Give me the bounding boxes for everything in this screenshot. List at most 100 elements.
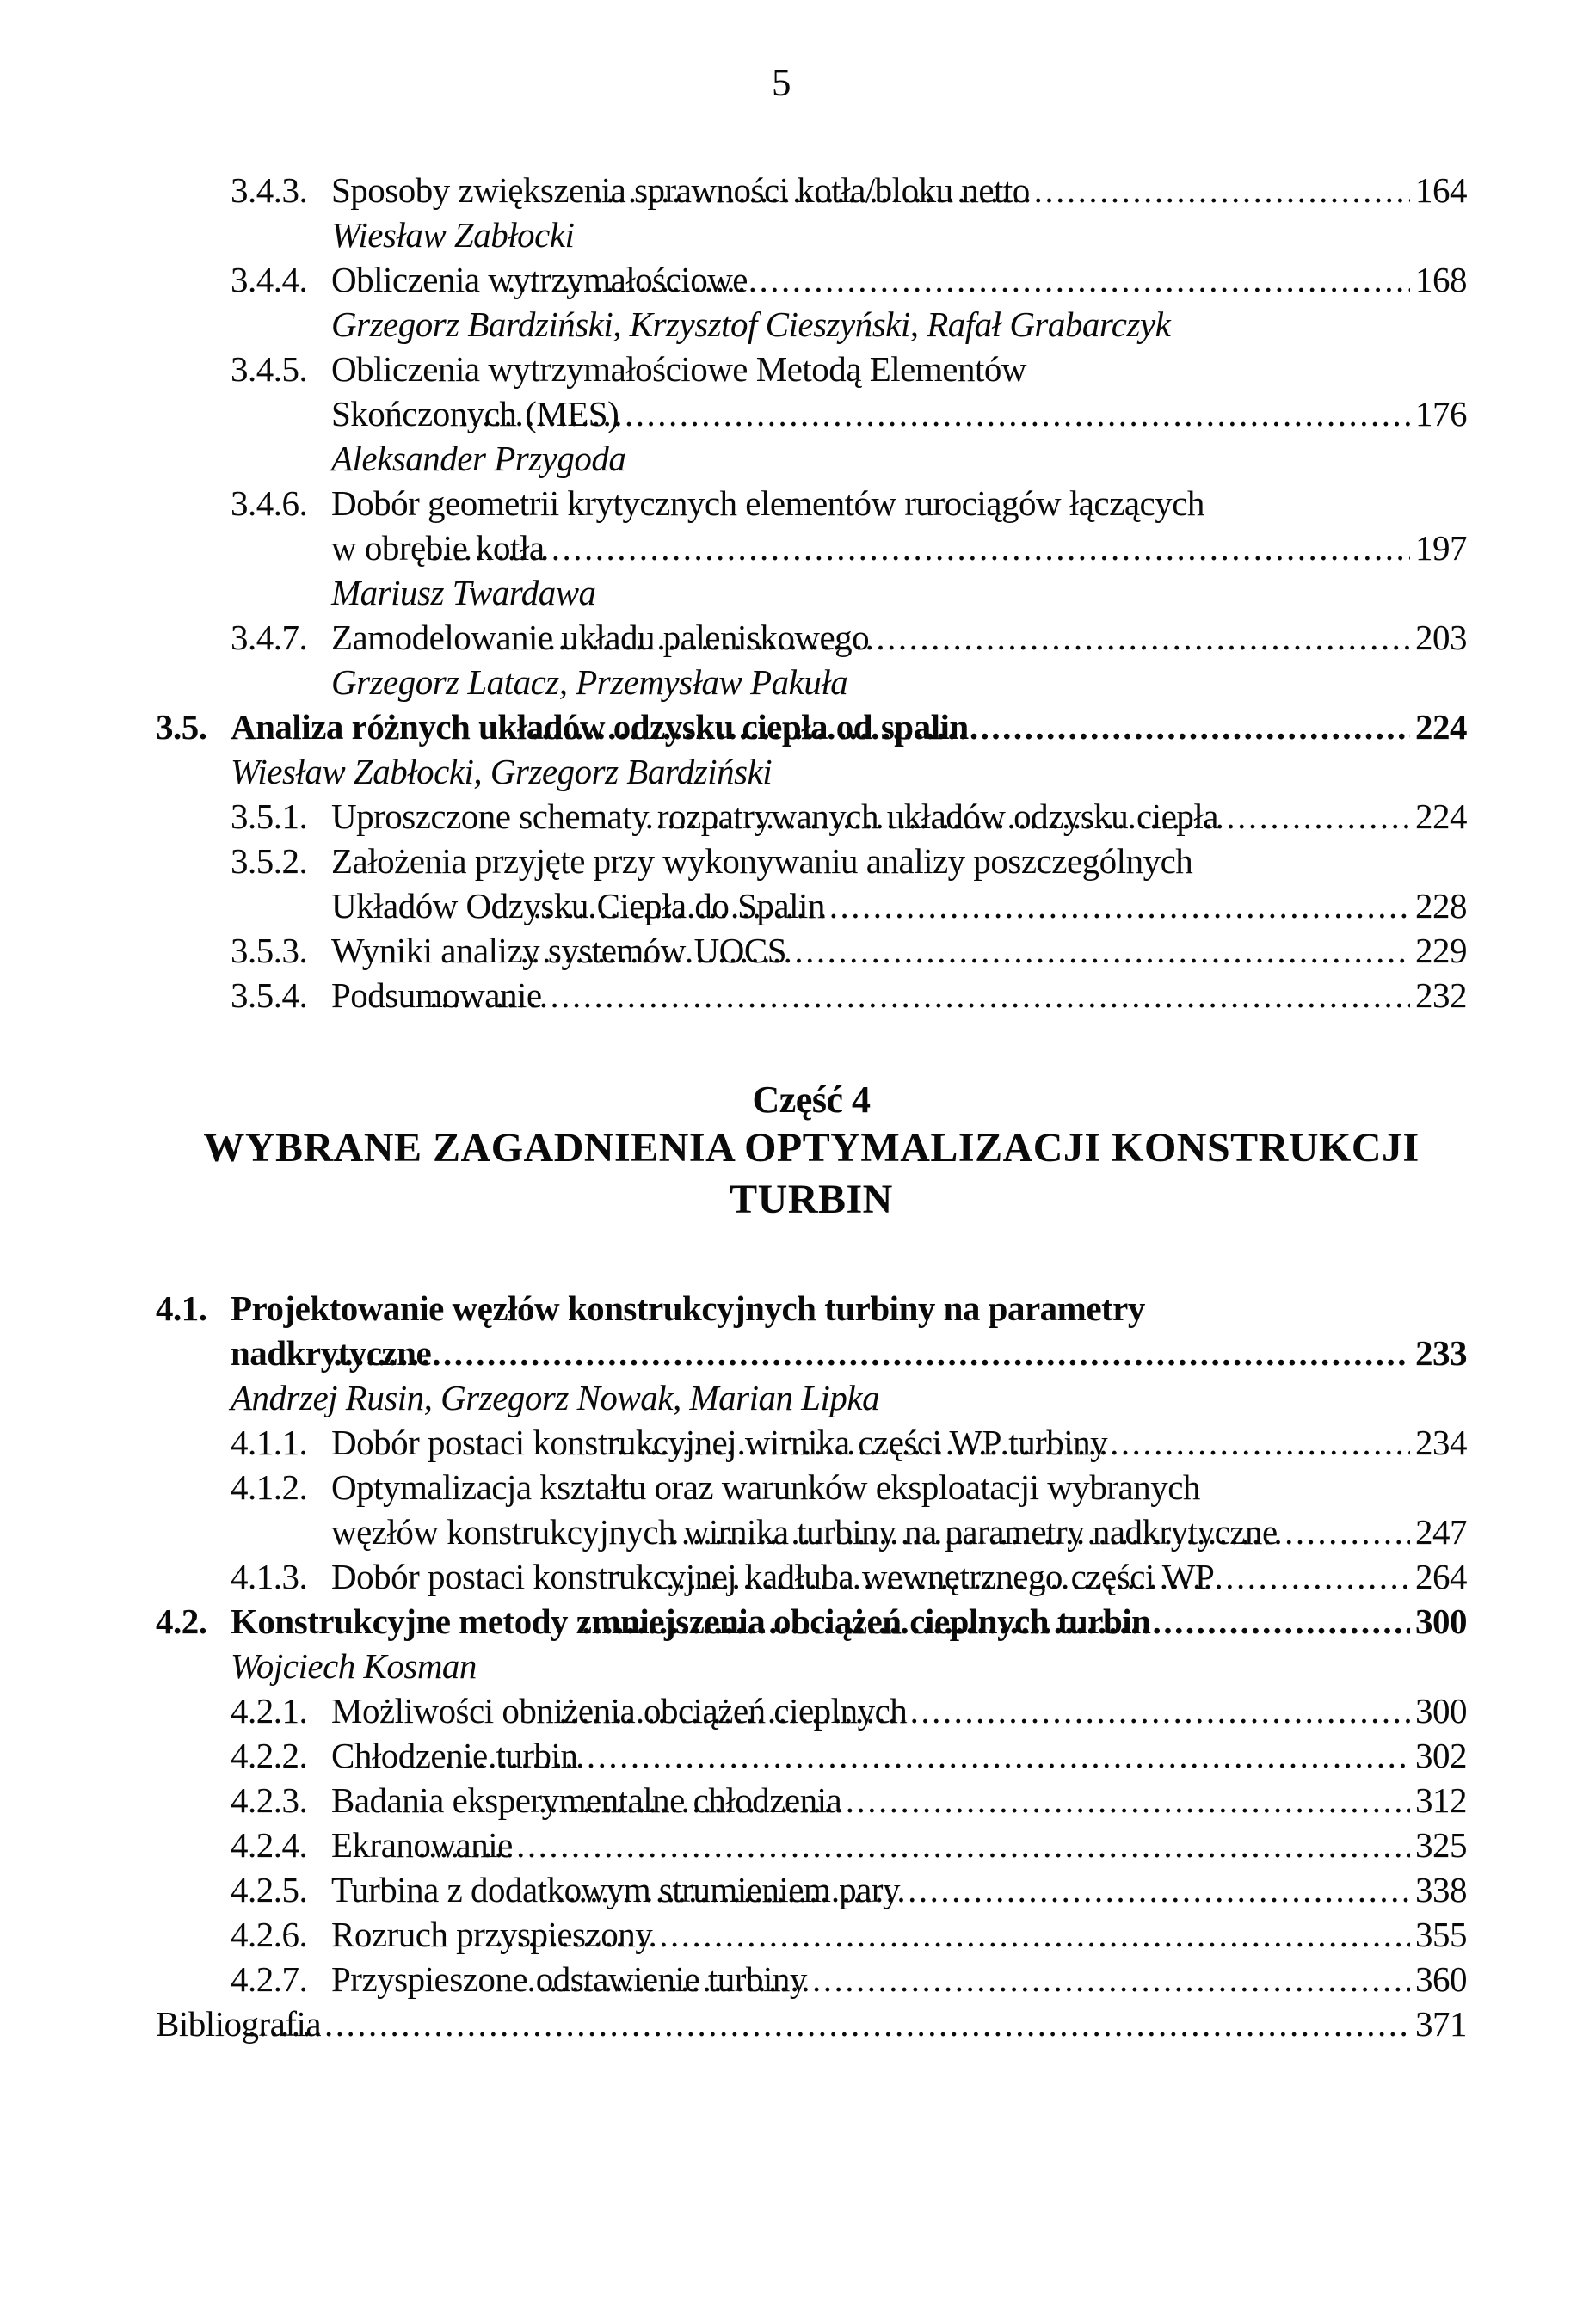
entry-title: Badania eksperymentalne chłodzenia [331,1780,842,1820]
author-line: Aleksander Przygoda [331,439,626,478]
toc-row-cont: węzłów konstrukcyjnych wirnika turbiny n… [156,1509,1468,1554]
entry-page: 264 [1415,1557,1468,1596]
entry-title: Uproszczone schematy rozpatrywanych ukła… [331,796,1218,836]
toc-row-author: Wiesław Zabłocki, Grzegorz Bardziński [156,749,1467,794]
entry-number: 4.2.7. [231,1959,308,1999]
entry-title: Obliczenia wytrzymałościowe [331,260,748,299]
entry-number: 4.2.6. [231,1915,308,1954]
toc-row-entry: 3.4.6. Dobór geometrii krytycznych elemen… [156,481,1467,526]
entry-title: Dobór geometrii krytycznych elementów ru… [331,483,1204,523]
entry-page: 325 [1415,1825,1468,1865]
toc-row-entry: 3.4.4. Obliczenia wytrzymałościowe.......… [156,257,1468,302]
entry-number: 3.5. [156,707,207,747]
part-label: Część 4 [752,1079,872,1121]
entry-page: 338 [1415,1870,1468,1909]
dot-leader: ........................................… [430,528,1410,568]
entry-number: 4.2. [156,1602,207,1641]
entry-page: 360 [1415,1959,1468,1999]
entry-title: Wyniki analizy systemów UOCS [331,931,787,970]
dot-leader: ........................................… [429,975,1410,1015]
entry-title: Analiza różnych układów odzysku ciepła o… [231,707,969,747]
entry-number: 4.1.3. [231,1557,308,1596]
dot-leader: ........................................… [644,1557,1410,1596]
entry-number: 3.5.3. [231,931,308,970]
toc-row-entry: 3.5.3. Wyniki analizy systemów UOCS......… [156,928,1468,973]
toc-row-entry: 3.4.7. Zamodelowanie układu paleniskowego… [156,615,1468,660]
entry-title: Optymalizacja kształtu oraz warunków eks… [331,1467,1200,1507]
dot-leader: ........................................… [527,1959,1410,1999]
toc-row-entry: Bibliografia............................… [156,2001,1468,2046]
entry-page: 176 [1415,394,1468,433]
entry-page: 224 [1415,796,1468,836]
entry-title: Zamodelowanie układu paleniskowego [331,618,870,657]
toc-row-entry: 4.2.1. Możliwości obniżenia obciążeń ciep… [156,1688,1468,1733]
dot-leader: ........................................… [444,1736,1410,1775]
entry-title: Możliwości obniżenia obciążeń cieplnych [331,1691,908,1731]
entry-title: węzłów konstrukcyjnych wirnika turbiny n… [331,1512,1278,1552]
entry-page: 203 [1415,618,1468,657]
entry-title: Chłodzenie turbin [331,1736,578,1775]
entry-title: Przyspieszone odstawienie turbiny [331,1959,807,1999]
dot-leader: ........................................… [459,394,1410,433]
entry-page: 300 [1415,1691,1468,1731]
table-of-contents: 3.4.3. Sposoby zwiększenia sprawności kot… [156,168,1468,2046]
dot-leader: ........................................… [644,796,1410,836]
toc-row-entry: 3.5.4. Podsumowanie......................… [156,973,1468,1018]
toc-row-author: Andrzej Rusin, Grzegorz Nowak, Marian Li… [156,1375,1467,1420]
toc-row-entry: 4.2.5. Turbina z dodatkowym strumieniem p… [156,1867,1468,1912]
entry-title: Bibliografia [156,2004,322,2044]
toc-row-entry: 3.5.2. Założenia przyjęte przy wykonywani… [156,839,1467,883]
entry-number: 4.2.2. [231,1736,308,1775]
entry-page: 371 [1415,2004,1468,2044]
entry-page: 197 [1415,528,1468,568]
dot-leader: ........................................… [616,1423,1410,1462]
entry-number: 3.4.5. [231,349,308,389]
entry-number: 4.2.3. [231,1780,308,1820]
entry-number: 3.5.4. [231,975,308,1015]
toc-row-author: Grzegorz Latacz, Przemysław Pakuła [156,660,1467,704]
dot-leader: ........................................… [247,2004,1410,2044]
toc-row-entry: 3.4.5. Obliczenia wytrzymałościowe Metodą… [156,347,1467,391]
entry-page: 302 [1415,1736,1468,1775]
toc-row-author: Wojciech Kosman [156,1644,1467,1688]
entry-page: 247 [1415,1512,1468,1552]
entry-number: 4.2.5. [231,1870,308,1909]
dot-leader: ........................................… [538,1780,1410,1820]
dot-leader: ........................................… [546,618,1410,657]
dot-leader: ........................................… [472,1915,1410,1954]
part-title: WYBRANE ZAGADNIENIA OPTYMALIZACJI KONSTR… [203,1125,1420,1222]
entry-number: 4.1. [156,1288,207,1328]
author-line: Grzegorz Bardziński, Krzysztof Cieszyńsk… [331,304,1171,344]
entry-number: 3.4.4. [231,260,308,299]
entry-title: Turbina z dodatkowym strumieniem pary [331,1870,900,1909]
entry-title: Obliczenia wytrzymałościowe Metodą Eleme… [331,349,1026,389]
entry-title: Układów Odzysku Ciepła do Spalin [331,886,825,925]
entry-title: w obrębie kotła [331,528,545,568]
dot-leader: ........................................… [533,886,1410,925]
toc-row-entry: 4.2.6. Rozruch przyspieszony.............… [156,1912,1468,1957]
entry-title: Konstrukcyjne metody zmniejszenia obciąż… [231,1602,1151,1641]
entry-title: Podsumowanie [331,975,542,1015]
toc-row-entry: 4.1.1. Dobór postaci konstrukcyjnej wirni… [156,1420,1468,1465]
toc-row-entry: 4.2.2. Chłodzenie turbin.................… [156,1733,1468,1778]
entry-number: 4.1.1. [231,1423,308,1462]
entry-page: 224 [1415,707,1468,747]
toc-row-author: Aleksander Przygoda [156,436,1467,481]
author-line: Wiesław Zabłocki [331,215,575,255]
entry-number: 3.4.3. [231,170,308,210]
entry-page: 355 [1415,1915,1468,1954]
dot-leader: ........................................… [659,1512,1410,1552]
entry-title: Dobór postaci konstrukcyjnej kadłuba wew… [331,1557,1215,1596]
entry-title: nadkrytyczne [231,1333,432,1373]
entry-title: Założenia przyjęte przy wykonywaniu anal… [331,841,1193,881]
entry-number: 4.2.4. [231,1825,308,1865]
toc-row-entry: 4.2. Konstrukcyjne metody zmniejszenia ob… [156,1599,1468,1644]
toc-section-4: 4.1. Projektowanie węzłów konstrukcyjnych… [156,1286,1468,2046]
toc-row-entry: 3.5.1. Uproszczone schematy rozpatrywanyc… [156,794,1468,839]
dot-leader: ........................................… [594,170,1410,210]
entry-title: Sposoby zwiększenia sprawności kotła/blo… [331,170,1030,210]
dot-leader: ........................................… [582,1602,1410,1641]
author-line: Grzegorz Latacz, Przemysław Pakuła [331,662,848,702]
entry-number: 4.2.1. [231,1691,308,1731]
